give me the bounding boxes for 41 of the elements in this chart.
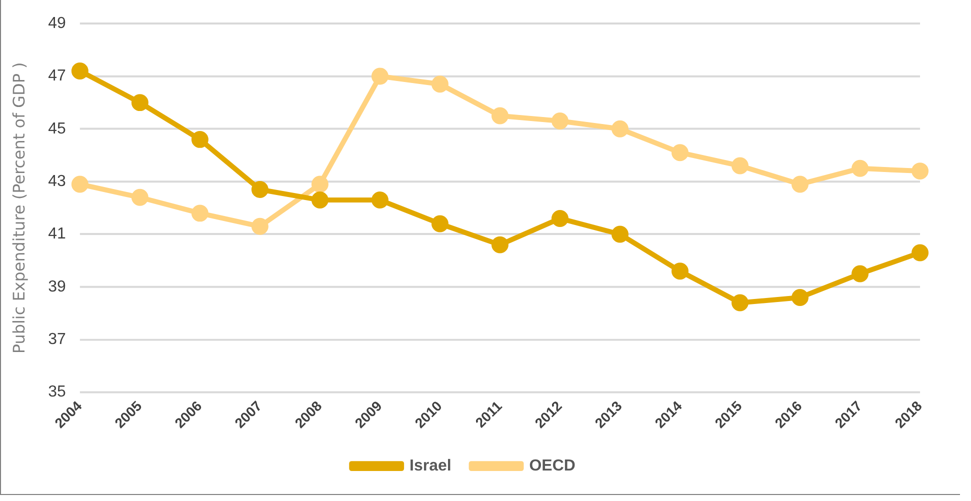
y-tick-label: 43	[48, 172, 66, 190]
point	[852, 265, 869, 282]
y-axis-title: Public Expenditure (Percent of GDP )	[10, 62, 29, 354]
point	[131, 188, 148, 206]
y-tick-label: 47	[48, 68, 66, 85]
point	[131, 94, 148, 112]
point	[71, 62, 88, 80]
point	[792, 289, 809, 306]
point	[912, 162, 929, 180]
point	[732, 157, 749, 174]
y-tick-label: 41	[48, 226, 66, 243]
point	[792, 176, 809, 193]
point	[552, 112, 568, 130]
point	[491, 236, 508, 254]
point	[552, 210, 568, 227]
legend-label: OECD	[529, 457, 576, 474]
point	[672, 262, 688, 280]
point	[71, 176, 88, 193]
point	[371, 192, 388, 209]
point	[251, 218, 268, 235]
point	[612, 226, 628, 243]
point	[371, 68, 388, 85]
point	[191, 204, 208, 222]
point	[251, 181, 268, 198]
y-tick-label: 35	[48, 384, 66, 401]
point	[311, 176, 328, 193]
y-tick-label: 45	[48, 120, 66, 138]
y-tick-label: 37	[48, 331, 66, 348]
y-tick-label: 39	[48, 278, 66, 296]
point	[431, 76, 448, 93]
point	[912, 244, 929, 262]
point	[852, 160, 869, 177]
point	[672, 144, 688, 162]
point	[491, 107, 508, 124]
point	[612, 120, 628, 138]
point	[732, 294, 749, 312]
legend-label: Israel	[410, 457, 452, 474]
point	[191, 130, 208, 148]
point	[431, 215, 448, 232]
point	[311, 192, 328, 209]
y-tick-label: 49	[48, 14, 66, 32]
